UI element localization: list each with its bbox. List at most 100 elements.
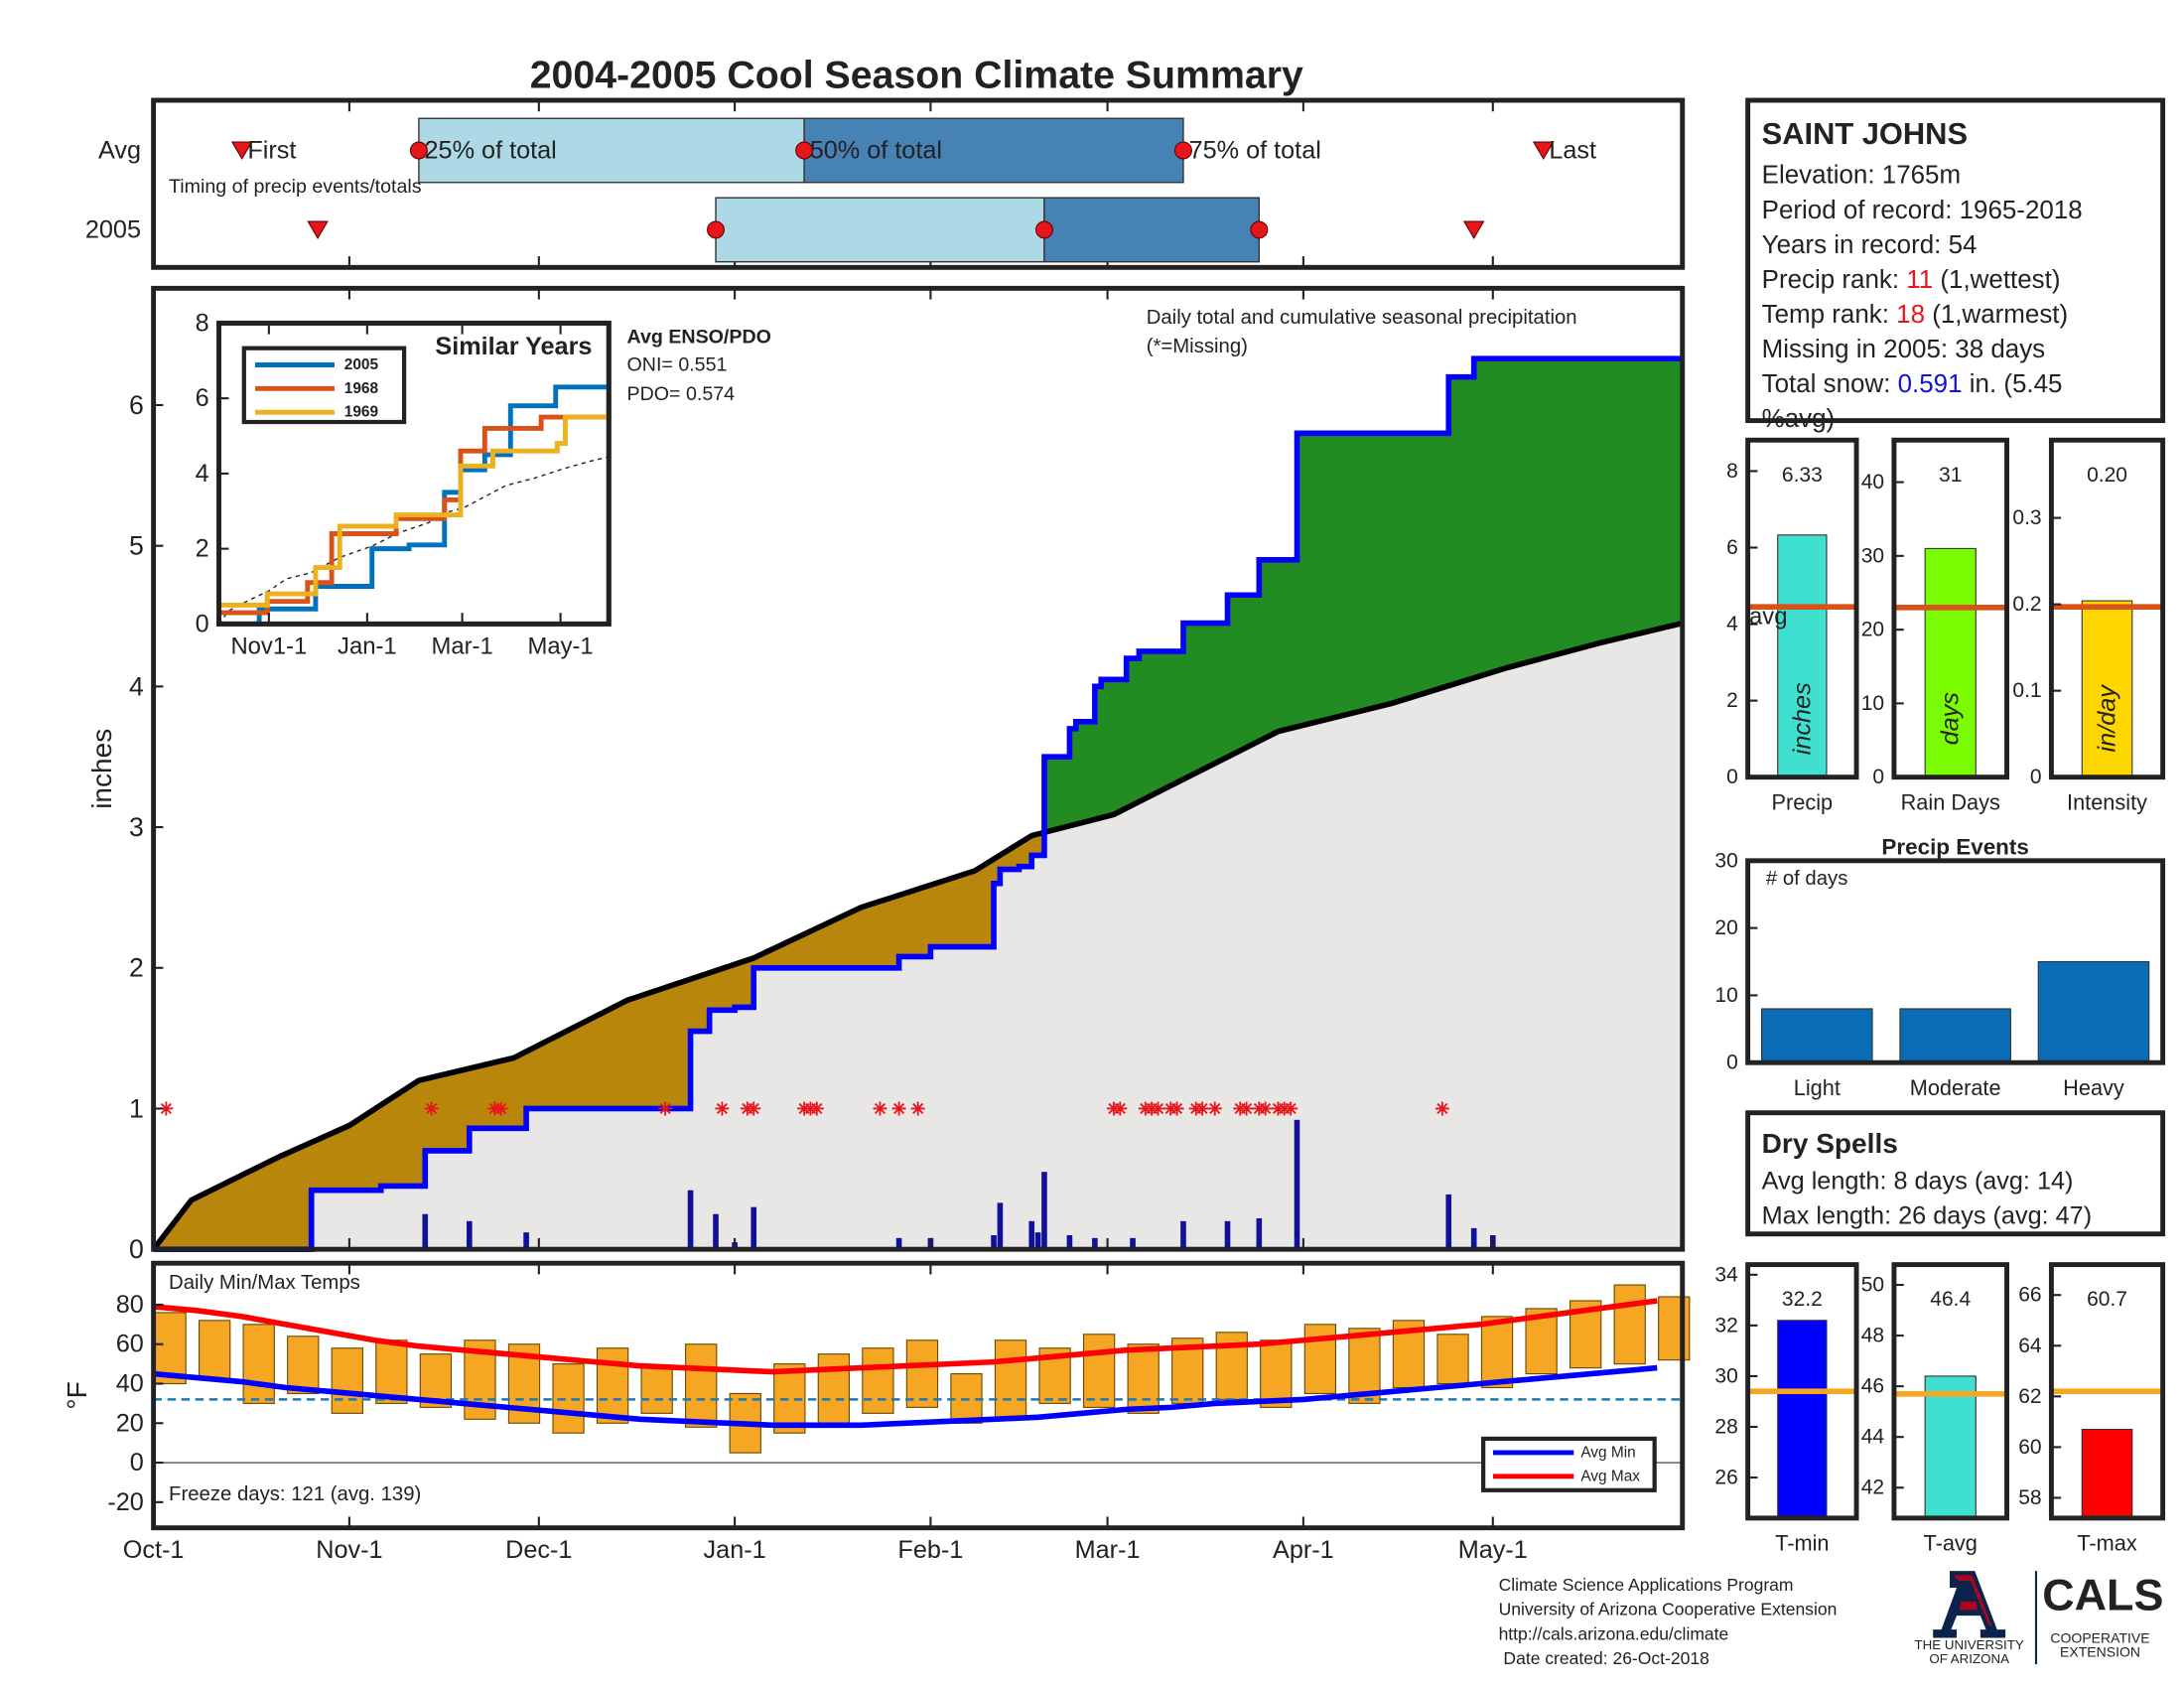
y-tick-label: 42 xyxy=(1861,1477,1884,1499)
y-tick-label: 0 xyxy=(1726,1052,1738,1074)
ua-logo-text: THE UNIVERSITY xyxy=(1915,1637,2024,1652)
station-info-part: 0.591 xyxy=(1898,370,1963,398)
axes-frame xyxy=(151,285,1686,1252)
temp-range-bar xyxy=(905,1339,939,1408)
daily-bar xyxy=(687,1190,694,1250)
legend-label: Avg Min xyxy=(1580,1444,1635,1461)
x-tick-label: Light xyxy=(1794,1075,1841,1100)
unit-label: inches xyxy=(1788,682,1816,755)
dry-spells-line: Max length: 26 days (avg: 47) xyxy=(1762,1202,2092,1230)
row-label: Avg xyxy=(98,136,141,164)
event-marker xyxy=(230,141,253,161)
x-tick-label: Precip xyxy=(1772,789,1834,814)
y-tick-label: 44 xyxy=(1861,1426,1885,1449)
y-tick-label: 4 xyxy=(196,460,209,488)
temp-range-bar xyxy=(242,1324,275,1404)
y-tick-label: 10 xyxy=(1861,692,1884,715)
y-tick-label: 0 xyxy=(130,1449,144,1477)
legend-box xyxy=(1481,1436,1657,1492)
panel-title: Daily Min/Max Temps xyxy=(169,1272,360,1294)
y-tick-label: 1 xyxy=(129,1093,144,1123)
daily-bar xyxy=(1445,1194,1452,1250)
y-tick-label: 6 xyxy=(196,384,209,412)
y-tick-label: 0.3 xyxy=(2012,506,2041,529)
footer-line: Climate Science Applications Program xyxy=(1499,1575,1794,1595)
x-tick-label: Dec-1 xyxy=(505,1536,572,1564)
daily-bar xyxy=(1224,1220,1231,1250)
station-info-part: in. (5.45 xyxy=(1963,370,2063,398)
daily-bar xyxy=(1130,1237,1136,1250)
x-tick-label: T-min xyxy=(1775,1531,1829,1556)
y-tick-label: 5 xyxy=(129,531,144,561)
y-tick-label: 0 xyxy=(196,610,209,637)
total-marker xyxy=(1034,220,1053,239)
y-tick-label: 0 xyxy=(1726,766,1738,788)
total-marker xyxy=(1250,220,1269,239)
y-tick-label: 0.2 xyxy=(2012,593,2041,616)
x-tick-label: Jan-1 xyxy=(704,1536,766,1564)
average-line xyxy=(151,620,1684,1251)
daily-bar xyxy=(1256,1217,1263,1250)
daily-bar xyxy=(422,1213,429,1250)
axes-frame xyxy=(1745,1110,2166,1237)
y-tick-label: 32 xyxy=(1714,1314,1737,1336)
avg-label: avg xyxy=(1749,604,1787,631)
station-info: Elevation: 1765m xyxy=(1762,162,1961,190)
daily-bar xyxy=(1066,1234,1073,1250)
temp-range-bar xyxy=(331,1347,363,1414)
y-tick-label: 20 xyxy=(1861,619,1884,641)
marker-label: First xyxy=(247,136,296,164)
station-info: Precip rank: 11 (1,wettest) xyxy=(1762,266,2061,294)
event-marker xyxy=(1462,220,1485,239)
quartile-bar xyxy=(1043,197,1261,263)
ua-logo-accent xyxy=(1954,1575,1992,1625)
y-tick-label: 30 xyxy=(1714,1364,1737,1387)
missing-marker xyxy=(1151,1101,1165,1116)
station-info: Period of record: 1965-2018 xyxy=(1762,197,2083,224)
temp-range-bar xyxy=(375,1339,408,1404)
station-info-part: (1,wettest) xyxy=(1933,266,2060,294)
daily-bar xyxy=(713,1213,719,1250)
y-axis-label: °F xyxy=(62,1381,92,1409)
data-label: 60.7 xyxy=(2087,1288,2127,1311)
dry-spells-line: Avg length: 8 days (avg: 14) xyxy=(1762,1167,2074,1195)
y-tick-label: 46 xyxy=(1861,1375,1884,1398)
x-tick-label: Rain Days xyxy=(1901,789,2000,814)
y-tick-label: 6 xyxy=(129,390,144,420)
y-tick-label: 34 xyxy=(1714,1263,1738,1286)
axes-frame xyxy=(1745,1262,1859,1521)
missing-marker xyxy=(658,1101,673,1116)
bar xyxy=(1899,1008,2011,1063)
station-info: Temp rank: 18 (1,warmest) xyxy=(1762,301,2069,329)
y-tick-label: 62 xyxy=(2018,1385,2041,1408)
missing-marker xyxy=(1195,1101,1210,1116)
temp-range-bar xyxy=(994,1339,1027,1420)
y-tick-label: -20 xyxy=(107,1488,143,1516)
temp-range-bar xyxy=(640,1367,673,1414)
enso-title: Avg ENSO/PDO xyxy=(627,326,771,348)
x-tick-label: Feb-1 xyxy=(897,1536,963,1564)
ua-logo-text: OF ARIZONA xyxy=(1929,1651,2009,1666)
y-axis-label: inches xyxy=(86,729,117,809)
legend-label: 1968 xyxy=(344,380,379,397)
temp-range-bar xyxy=(1436,1334,1469,1385)
station-info-part: Period of record: 1965-2018 xyxy=(1762,197,2083,224)
marker-label: Last xyxy=(1549,136,1596,164)
missing-marker xyxy=(159,1101,174,1116)
x-tick-label: Mar-1 xyxy=(1075,1536,1141,1564)
station-info-part: (1,warmest) xyxy=(1925,301,2068,329)
timing-note: Timing of precip events/totals xyxy=(169,176,422,198)
missing-marker xyxy=(1284,1101,1298,1116)
bar xyxy=(1777,534,1828,778)
temp-range-bar xyxy=(1303,1324,1337,1395)
marker-label: 50% of total xyxy=(810,136,942,164)
marker-label: 25% of total xyxy=(425,136,557,164)
x-tick-label: Nov-1 xyxy=(316,1536,382,1564)
x-tick-label: Apr-1 xyxy=(1273,1536,1334,1564)
bar xyxy=(1761,1008,1873,1063)
missing-marker xyxy=(910,1101,925,1116)
station-info-part: 11 xyxy=(1906,266,1933,294)
marker-label: 75% of total xyxy=(1189,136,1321,164)
avg-temp-line xyxy=(153,1298,1658,1375)
